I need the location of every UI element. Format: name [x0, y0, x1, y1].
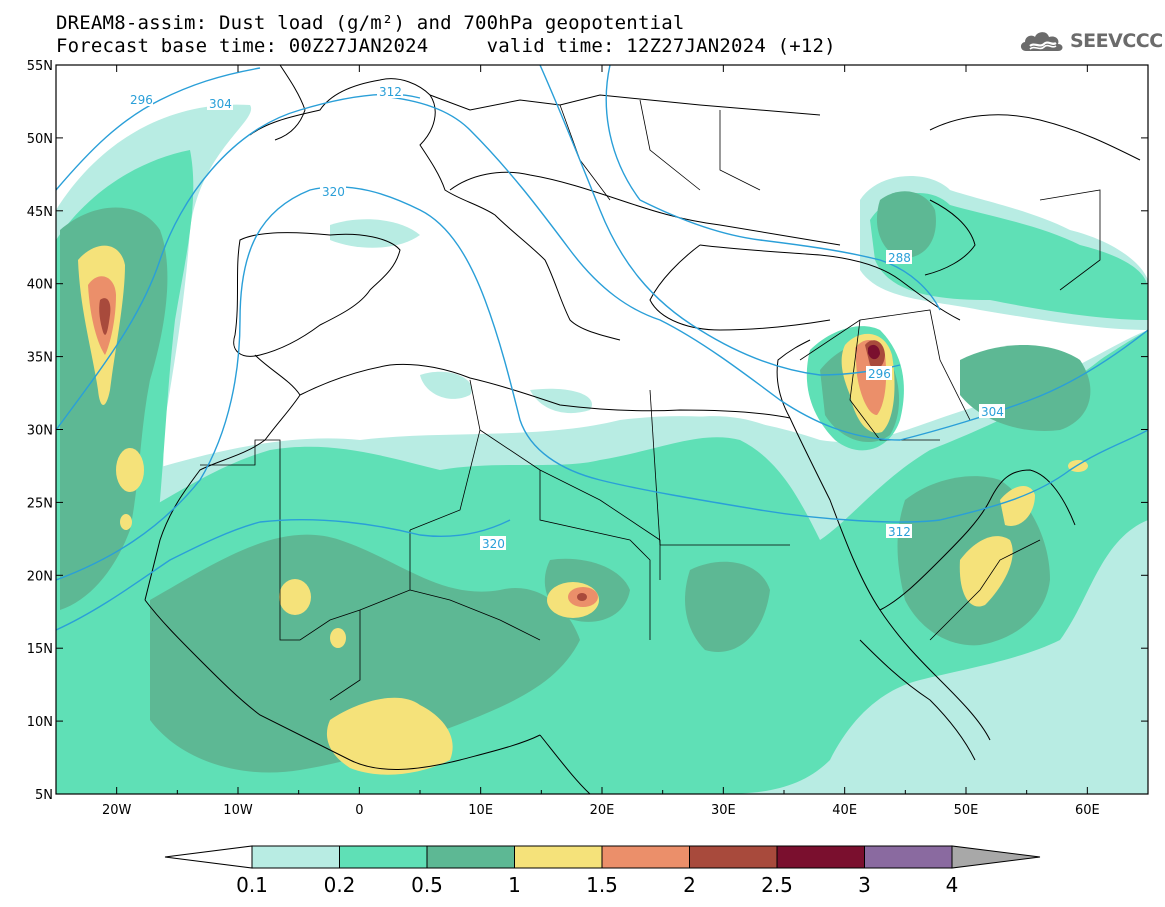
lat-tick-label: 55N	[27, 59, 53, 74]
colorbar-tick-label: 2.5	[761, 873, 793, 897]
lon-tick-label: 50E	[954, 803, 979, 818]
svg-text:296: 296	[130, 93, 153, 107]
colorbar-tick-label: 0.1	[236, 873, 268, 897]
axis-ticks	[55, 64, 1149, 795]
latitude-labels: 55N 50N 45N 40N 35N 30N 25N 20N 15N 10N 5N	[27, 59, 53, 803]
colorbar-tick-label: 3	[858, 873, 871, 897]
lon-tick-label: 40E	[832, 803, 857, 818]
contour-labels: 296 304 312 320 288 296 304 312 320	[127, 84, 1005, 551]
lat-tick-label: 35N	[27, 351, 53, 366]
lat-tick-label: 15N	[27, 642, 53, 657]
lat-tick-label: 5N	[35, 788, 53, 803]
lat-tick-label: 30N	[27, 424, 53, 439]
lat-tick-label: 10N	[27, 715, 53, 730]
colorbar-labels: 0.1 0.2 0.5 1 1.5 2 2.5 3 4	[236, 873, 958, 897]
svg-text:312: 312	[379, 85, 402, 99]
contour-label-304-west: 304	[207, 96, 233, 111]
colorbar-tick-label: 2	[683, 873, 696, 897]
longitude-labels: 20W 10W 0 10E 20E 30E 40E 50E 60E	[102, 803, 1100, 818]
contour-label-296-west: 296	[127, 92, 153, 107]
svg-text:312: 312	[888, 525, 911, 539]
lon-tick-label: 30E	[711, 803, 736, 818]
geopotential-contours	[56, 65, 1148, 631]
title-line-1: DREAM8-assim: Dust load (g/m²) and 700hP…	[56, 12, 685, 34]
colorbar-box	[601, 845, 690, 869]
cloud-icon	[1020, 32, 1063, 51]
svg-text:304: 304	[209, 97, 232, 111]
colorbar: 0.1 0.2 0.5 1 1.5 2 2.5 3 4	[164, 845, 1041, 897]
contour-label-296-iraq: 296	[866, 366, 892, 381]
lon-tick-label: 10W	[223, 803, 253, 818]
colorbar-tick-label: 4	[946, 873, 959, 897]
colorbar-high-arrow	[951, 845, 1041, 869]
lon-tick-label: 10E	[468, 803, 493, 818]
colorbar-box	[514, 845, 603, 869]
colorbar-tick-label: 0.5	[411, 873, 443, 897]
lat-tick-label: 25N	[27, 496, 53, 511]
lon-tick-label: 20W	[102, 803, 132, 818]
svg-text:320: 320	[482, 537, 505, 551]
contour-label-312-north: 312	[377, 84, 403, 99]
lat-tick-label: 40N	[27, 278, 53, 293]
svg-text:296: 296	[868, 367, 891, 381]
colorbar-tick-label: 1.5	[586, 873, 618, 897]
colorbar-boxes	[164, 845, 1041, 869]
lat-tick-label: 20N	[27, 569, 53, 584]
svg-text:320: 320	[322, 185, 345, 199]
lon-tick-label: 20E	[590, 803, 615, 818]
colorbar-box	[864, 845, 953, 869]
colorbar-box	[776, 845, 865, 869]
dust-field	[56, 104, 1148, 794]
lat-tick-label: 45N	[27, 205, 53, 220]
colorbar-box	[426, 845, 515, 869]
colorbar-box	[339, 845, 428, 869]
lon-tick-label: 0	[355, 803, 363, 818]
logo-text: SEEVCCC	[1070, 30, 1163, 52]
colorbar-tick-label: 1	[508, 873, 521, 897]
title-line-2: Forecast base time: 00Z27JAN2024 valid t…	[56, 35, 836, 57]
colorbar-tick-label: 0.2	[324, 873, 356, 897]
colorbar-low-arrow	[164, 845, 253, 869]
contour-label-320-iberia: 320	[320, 184, 346, 199]
coastlines	[144, 65, 1141, 794]
contour-label-320-sahara: 320	[480, 536, 506, 551]
colorbar-box	[689, 845, 778, 869]
lon-tick-label: 60E	[1075, 803, 1100, 818]
contour-label-288-caucasus: 288	[886, 250, 912, 265]
contour-label-304-iran: 304	[979, 404, 1005, 419]
lat-tick-label: 50N	[27, 132, 53, 147]
contour-label-312-arabia: 312	[886, 524, 912, 539]
colorbar-box	[251, 845, 340, 869]
seevccc-logo: SEEVCCC	[1018, 26, 1163, 56]
svg-text:288: 288	[888, 251, 911, 265]
svg-text:304: 304	[981, 405, 1004, 419]
